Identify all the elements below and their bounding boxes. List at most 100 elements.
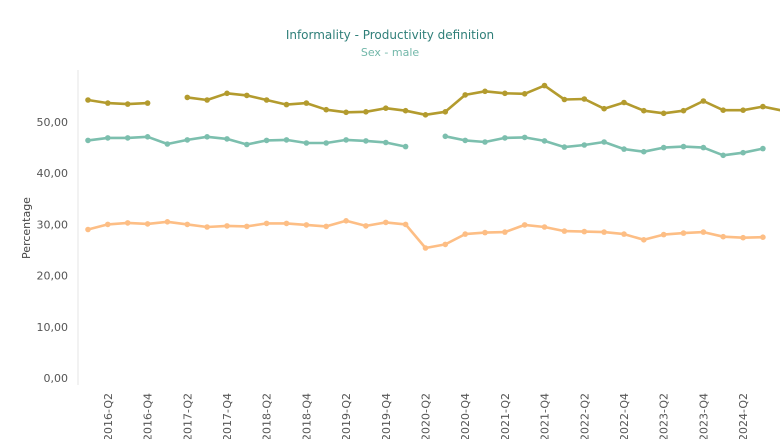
data-point-lower[interactable]	[680, 230, 687, 236]
data-point-middle[interactable]	[641, 148, 647, 155]
data-point-upper[interactable]	[660, 110, 667, 117]
data-point-lower[interactable]	[283, 220, 290, 227]
data-point-lower[interactable]	[760, 234, 766, 240]
data-point-upper[interactable]	[700, 98, 707, 104]
data-point-lower[interactable]	[144, 221, 151, 227]
data-point-lower[interactable]	[541, 224, 548, 230]
data-point-lower[interactable]	[621, 231, 627, 237]
data-point-middle[interactable]	[581, 142, 588, 148]
data-point-upper[interactable]	[402, 107, 409, 114]
data-point-middle[interactable]	[601, 139, 607, 145]
data-point-lower[interactable]	[641, 237, 647, 243]
data-point-lower[interactable]	[124, 220, 131, 226]
data-point-lower[interactable]	[502, 229, 508, 235]
data-point-lower[interactable]	[482, 229, 488, 236]
data-point-lower[interactable]	[660, 231, 667, 238]
data-point-middle[interactable]	[561, 144, 568, 150]
data-point-upper[interactable]	[541, 82, 548, 89]
data-point-lower[interactable]	[720, 233, 726, 240]
data-point-upper[interactable]	[740, 107, 746, 113]
data-point-upper[interactable]	[502, 90, 508, 97]
data-point-middle[interactable]	[720, 152, 726, 159]
data-point-middle[interactable]	[105, 135, 111, 141]
data-point-upper[interactable]	[521, 91, 528, 97]
data-point-upper[interactable]	[85, 97, 91, 103]
data-point-middle[interactable]	[621, 146, 627, 152]
data-point-upper[interactable]	[442, 109, 449, 115]
data-point-upper[interactable]	[680, 107, 687, 114]
data-point-middle[interactable]	[144, 134, 151, 140]
data-point-middle[interactable]	[263, 137, 270, 144]
data-point-middle[interactable]	[680, 143, 687, 150]
data-point-upper[interactable]	[303, 100, 310, 106]
data-point-lower[interactable]	[581, 228, 588, 235]
data-point-lower[interactable]	[263, 220, 270, 227]
data-point-upper[interactable]	[720, 107, 726, 113]
data-point-middle[interactable]	[85, 137, 91, 144]
data-point-middle[interactable]	[541, 138, 548, 144]
data-point-lower[interactable]	[601, 229, 607, 235]
data-point-upper[interactable]	[422, 112, 429, 118]
data-point-lower[interactable]	[383, 219, 389, 226]
data-point-middle[interactable]	[323, 140, 330, 146]
data-point-lower[interactable]	[422, 245, 429, 251]
data-point-middle[interactable]	[660, 144, 667, 151]
data-point-upper[interactable]	[760, 103, 766, 110]
data-point-upper[interactable]	[601, 105, 607, 112]
data-point-lower[interactable]	[224, 223, 230, 229]
data-point-middle[interactable]	[164, 141, 171, 147]
data-point-upper[interactable]	[224, 90, 230, 97]
data-point-upper[interactable]	[363, 109, 369, 115]
data-point-middle[interactable]	[462, 137, 469, 144]
data-point-middle[interactable]	[283, 137, 290, 143]
data-point-middle[interactable]	[124, 135, 131, 141]
data-point-middle[interactable]	[244, 141, 250, 148]
data-point-upper[interactable]	[244, 92, 250, 99]
data-point-upper[interactable]	[144, 100, 151, 106]
data-point-middle[interactable]	[224, 136, 230, 142]
data-point-upper[interactable]	[263, 97, 270, 103]
data-point-upper[interactable]	[462, 92, 469, 98]
data-point-upper[interactable]	[561, 96, 568, 103]
data-point-lower[interactable]	[164, 219, 171, 225]
data-point-lower[interactable]	[363, 223, 369, 229]
data-point-lower[interactable]	[85, 226, 91, 233]
data-point-lower[interactable]	[303, 222, 310, 228]
data-point-middle[interactable]	[383, 139, 389, 146]
data-point-middle[interactable]	[184, 137, 191, 143]
data-point-middle[interactable]	[363, 138, 369, 144]
data-point-upper[interactable]	[621, 99, 627, 106]
data-point-lower[interactable]	[343, 218, 349, 224]
data-point-middle[interactable]	[740, 149, 746, 156]
data-point-middle[interactable]	[521, 134, 528, 141]
data-point-upper[interactable]	[124, 101, 131, 107]
data-point-upper[interactable]	[283, 101, 290, 108]
data-point-lower[interactable]	[462, 231, 469, 237]
data-point-lower[interactable]	[204, 224, 210, 230]
data-point-upper[interactable]	[204, 97, 210, 103]
data-point-upper[interactable]	[641, 107, 647, 114]
data-point-lower[interactable]	[442, 241, 449, 248]
data-point-lower[interactable]	[561, 228, 568, 234]
data-point-lower[interactable]	[323, 223, 330, 230]
data-point-middle[interactable]	[204, 134, 210, 140]
data-point-upper[interactable]	[323, 106, 330, 113]
data-point-upper[interactable]	[482, 88, 488, 95]
data-point-lower[interactable]	[740, 234, 746, 241]
data-point-lower[interactable]	[105, 221, 111, 228]
data-point-upper[interactable]	[581, 96, 588, 102]
data-point-upper[interactable]	[383, 105, 389, 111]
data-point-upper[interactable]	[105, 100, 111, 106]
data-point-upper[interactable]	[184, 94, 191, 101]
data-point-lower[interactable]	[184, 221, 191, 228]
data-point-middle[interactable]	[442, 133, 449, 140]
data-point-middle[interactable]	[502, 135, 508, 141]
data-point-middle[interactable]	[402, 143, 409, 150]
data-point-middle[interactable]	[303, 140, 310, 146]
data-point-upper[interactable]	[343, 109, 349, 116]
data-point-lower[interactable]	[700, 229, 707, 235]
data-point-middle[interactable]	[760, 145, 766, 152]
data-point-lower[interactable]	[402, 221, 409, 228]
data-point-lower[interactable]	[521, 222, 528, 228]
data-point-middle[interactable]	[700, 144, 707, 151]
